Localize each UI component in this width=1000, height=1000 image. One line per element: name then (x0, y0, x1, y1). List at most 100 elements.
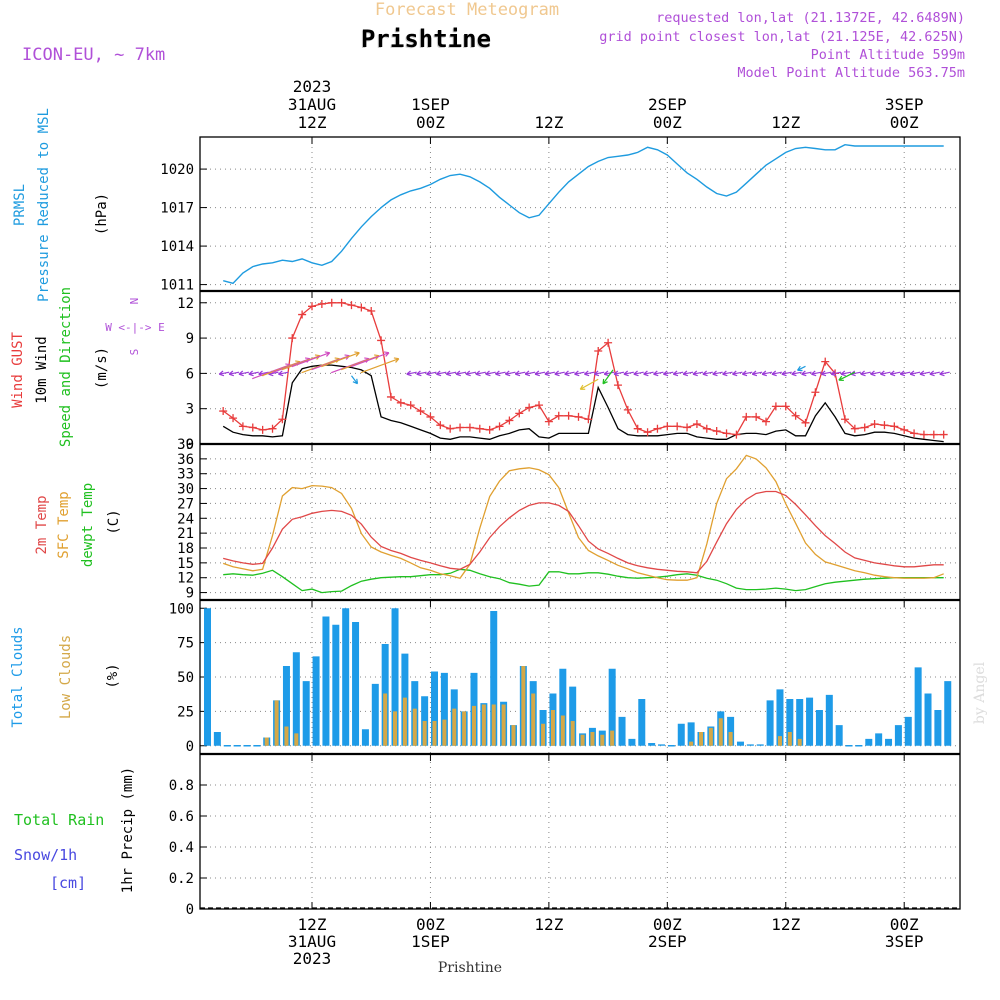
wind-gust-point (357, 303, 366, 312)
y-tick-label: 100 (169, 601, 194, 617)
wind-direction-arrow (732, 370, 743, 377)
wind-direction-arrow (435, 370, 447, 377)
y-tick-label: 0.4 (169, 840, 194, 856)
compass-west-east: W <-|-> E (105, 321, 165, 334)
y-tick-label: 24 (177, 511, 194, 527)
total-clouds-bar (756, 744, 764, 746)
pressure-panel-labels: PRMSL Pressure Reduced to MSL (hPa) (12, 108, 110, 302)
wind-gust-point (288, 334, 297, 343)
wind-direction-arrow (801, 370, 812, 377)
total-clouds-bar (431, 671, 439, 746)
wind-direction-arrow (939, 370, 950, 377)
wind-direction-arrow (564, 370, 575, 377)
plot-frame (199, 136, 961, 910)
low-clouds-bar (570, 721, 575, 746)
bottom-time-label: 31AUG (288, 932, 336, 951)
total-clouds-bar (934, 710, 942, 746)
wind-gust-point (337, 298, 346, 307)
wind-gust-point (910, 429, 919, 438)
total-clouds-bar (796, 699, 804, 746)
wind-gust-point (386, 392, 395, 401)
wind-direction-arrow (899, 370, 911, 377)
sfc-temp-label: SFC Temp (56, 491, 72, 558)
total-clouds-bar (904, 716, 912, 746)
wind-gust-point (347, 301, 356, 310)
wind-direction-arrow (919, 370, 931, 377)
total-clouds-bar (332, 624, 340, 746)
bottom-time-label: 00Z (653, 915, 682, 934)
wind-gust-point (268, 424, 277, 433)
top-time-label: 2SEP (648, 95, 687, 114)
y-tick-label: 1014 (160, 239, 194, 255)
wind-direction-arrow (820, 370, 832, 377)
y-tick-label: 0.2 (169, 871, 194, 887)
wind-gust-point (258, 425, 267, 434)
low-clouds-bar (797, 738, 802, 746)
total-clouds-bar (440, 672, 448, 746)
wind-direction-arrow (840, 370, 852, 377)
y-tick-label: 1017 (160, 201, 194, 217)
y-tick-label: 0 (186, 902, 194, 918)
total-clouds-bar (736, 741, 744, 746)
wind-direction-arrow (593, 370, 605, 377)
snow-unit-label: [cm] (50, 874, 86, 892)
total-clouds-bar (815, 710, 823, 746)
wind-gust-line (222, 302, 944, 436)
total-clouds-bar (371, 683, 379, 746)
wind-direction-arrow (406, 370, 417, 377)
low-clouds-bar (264, 737, 269, 746)
total-clouds-label: Total Clouds (10, 626, 26, 727)
wind-gust-label: Wind GUST (10, 332, 26, 408)
wind-direction-arrow (741, 370, 753, 377)
total-clouds-bar (687, 722, 695, 746)
wind-direction-arrow (692, 370, 704, 377)
top-time-label: 1SEP (411, 95, 450, 114)
top-time-label: 12Z (298, 113, 327, 132)
wind-gust-point (742, 412, 751, 421)
wind-gust-point (535, 401, 544, 410)
low-clouds-bar (550, 710, 555, 746)
temperature-panel-labels: 2m Temp SFC Temp dewpt Temp (C) (34, 483, 122, 567)
wind-gust-point (850, 424, 859, 433)
wind-direction-arrow (445, 370, 457, 377)
wind-direction-arrow (623, 370, 634, 377)
wind-direction-arrow (291, 351, 331, 368)
wind-direction-arrow (838, 371, 856, 381)
dewpt-temp-label: dewpt Temp (80, 483, 96, 567)
wind-gust-point (781, 402, 790, 411)
wind-direction-arrow (218, 370, 230, 377)
product-title: Forecast Meteogram (375, 0, 559, 20)
total-clouds-bar (559, 668, 567, 746)
low-clouds-bar (491, 704, 496, 746)
wind-gust-point (238, 422, 247, 431)
wind-gust-point (663, 422, 672, 431)
location-title: Prishtine (361, 25, 491, 53)
low-clouds-bar (501, 704, 506, 746)
wind-direction-arrow (781, 370, 792, 377)
bottom-time-label: 12Z (771, 915, 800, 934)
low-clouds-bar (590, 732, 595, 746)
wind-gust-point (436, 421, 445, 430)
wind-gust-point (377, 336, 386, 345)
low-clouds-bar (383, 693, 388, 746)
prmsl-label: PRMSL (12, 184, 28, 226)
wind-direction-arrow (271, 357, 311, 374)
compass-north: N (128, 298, 141, 305)
wind-direction-arrow (889, 370, 901, 377)
low-clouds-bar (294, 733, 299, 746)
bottom-time-label: 12Z (534, 915, 563, 934)
wind-direction-arrow (485, 370, 496, 377)
wind-direction-arrow (574, 370, 585, 377)
wind-speed-dir-label: Speed and Direction (58, 287, 74, 447)
wind-gust-point (762, 417, 771, 426)
wind-gust-point (495, 422, 504, 431)
low-clouds-bar (600, 734, 605, 746)
total-clouds-bar (322, 616, 330, 746)
wind-direction-arrow (613, 370, 625, 377)
dewpoint-line (223, 568, 944, 594)
wind-gust-point (712, 427, 721, 436)
top-time-label: 00Z (416, 113, 445, 132)
wind-direction-arrow (505, 370, 516, 377)
y-tick-label: 39 (177, 437, 194, 453)
total-clouds-bar (885, 738, 893, 746)
